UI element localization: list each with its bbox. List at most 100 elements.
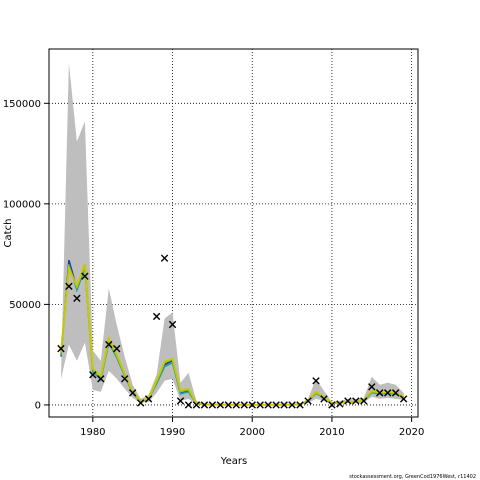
observed-point [320,395,328,403]
x-axis-title: Years [220,456,247,467]
cross-stroke [168,320,177,329]
observed-point [304,397,312,405]
cross-stroke [224,401,233,409]
observed-point [216,401,225,409]
observed-point [97,375,105,383]
cross-stroke [105,340,113,349]
observed-point [336,400,344,408]
y-tick-label: 50000 [9,300,41,311]
observed-point [136,399,145,407]
cross-stroke [399,395,408,403]
cross-stroke [288,401,296,409]
observed-point [360,397,368,405]
observed-point [168,320,177,329]
observed-point [376,389,384,397]
observed-point [144,395,153,403]
cross-stroke [192,401,201,409]
observed-point [312,377,320,385]
cross-stroke [248,401,256,409]
observed-point [65,282,73,290]
cross-stroke [272,401,280,409]
plot-area [48,48,419,418]
cross-stroke [304,397,312,405]
plot-frame [48,48,419,418]
observed-point [113,344,121,353]
observed-point [160,254,169,262]
y-tick-label: 150000 [3,99,41,110]
observed-point [57,344,65,353]
observed-point [176,397,185,405]
observed-point [288,401,296,409]
cross-stroke [136,399,145,407]
y-axis: 0 50000 100000 150000 [3,99,49,411]
cross-stroke [328,401,336,409]
observed-point [391,389,400,397]
observed-point [121,375,129,383]
cross-stroke [368,383,376,391]
observed-point [352,397,360,405]
observed-point [152,312,161,321]
cross-stroke [336,400,344,408]
observed-point [128,389,137,397]
cross-stroke [128,389,137,397]
observed-point [240,401,248,409]
observed-point [73,294,81,303]
cross-stroke [344,397,352,405]
observed-point [368,383,376,391]
cross-stroke [312,377,320,385]
observed-point [272,401,280,409]
observed-point [328,401,336,409]
observed-point [248,401,256,409]
observed-point [89,371,97,379]
observed-point [296,401,304,409]
footnote: stockassessment.org, GreenCod1976West, r… [349,474,476,480]
cross-stroke [256,401,264,409]
cross-stroke [144,395,153,403]
x-tick-label: 1990 [160,427,185,438]
cross-stroke [176,397,185,405]
x-tick-label: 1980 [80,427,105,438]
cross-stroke [208,401,217,409]
cross-stroke [152,312,161,321]
cross-stroke [65,282,73,290]
cross-stroke [384,389,392,397]
cross-stroke [391,389,400,397]
observed-point [232,401,240,409]
confidence-band [61,63,404,405]
cross-stroke [113,344,121,353]
y-tick-label: 0 [35,400,41,411]
cross-stroke [352,397,360,405]
observed-point [208,401,217,409]
observed-point [399,395,408,403]
y-tick-label: 100000 [3,199,41,210]
cross-stroke [89,371,97,379]
observed-point [105,340,113,349]
cross-stroke [240,401,248,409]
observed-points [57,254,408,409]
cross-stroke [160,254,169,262]
observed-point [200,401,209,409]
cross-stroke [200,401,209,409]
cross-stroke [376,389,384,397]
observed-point [256,401,264,409]
cross-stroke [81,272,89,280]
cross-stroke [216,401,225,409]
cross-stroke [184,401,193,409]
cross-stroke [121,375,129,383]
observed-point [184,401,193,409]
observed-point [264,401,272,409]
x-tick-label: 2010 [319,427,344,438]
cross-stroke [73,294,81,303]
cross-stroke [360,397,368,405]
observed-point [81,272,89,280]
cross-stroke [97,375,105,383]
x-tick-label: 2020 [399,427,424,438]
x-axis: 1980 1990 2000 2010 2020 [80,417,424,438]
cross-stroke [57,344,65,353]
observed-point [344,397,352,405]
cross-stroke [296,401,304,409]
observed-point [384,389,392,397]
cross-stroke [264,401,272,409]
observed-point [280,401,288,409]
